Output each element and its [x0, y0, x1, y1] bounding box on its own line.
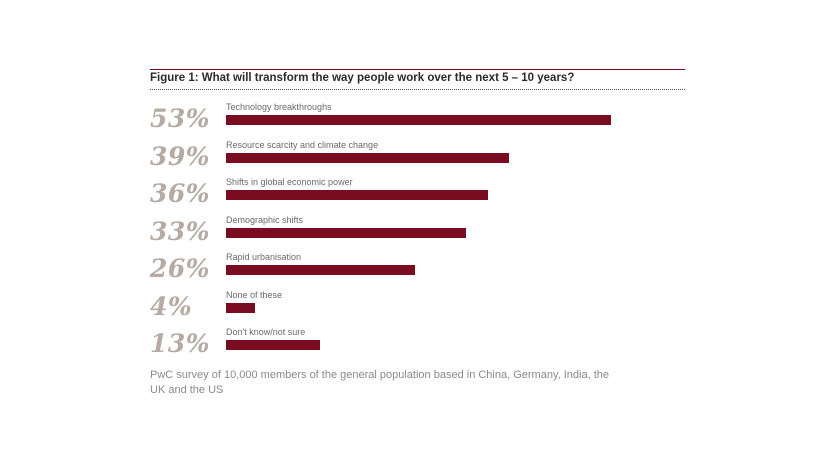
- bar-row: 39% Resource scarcity and climate change: [0, 139, 840, 178]
- bar: [226, 115, 611, 125]
- value-label: 39%: [150, 141, 211, 171]
- bar-row: 53% Technology breakthroughs: [0, 102, 840, 140]
- chart-title: Figure 1: What will transform the way pe…: [150, 72, 575, 84]
- bar: [226, 190, 488, 200]
- chart-footnote: PwC survey of 10,000 members of the gene…: [150, 369, 610, 396]
- bar: [226, 227, 466, 238]
- bar: [226, 302, 255, 313]
- category-label: Technology breakthroughs: [226, 102, 332, 112]
- value-label: 33%: [150, 216, 211, 246]
- value-label: 36%: [150, 179, 211, 208]
- value-label: 53%: [150, 104, 211, 133]
- bar: [226, 152, 509, 163]
- value-label: 4%: [150, 291, 193, 321]
- category-label: Demographic shifts: [226, 214, 304, 225]
- value-label: 26%: [150, 254, 211, 283]
- bar-row: 26% Rapid urbanisation: [0, 252, 840, 290]
- category-label: Resource scarcity and climate change: [226, 139, 379, 150]
- category-label: Don't know/not sure: [226, 327, 306, 337]
- bar-row: 13% Don't know/not sure: [0, 327, 840, 365]
- bar-row: 4% None of these: [0, 289, 840, 328]
- top-rule: [150, 69, 685, 70]
- title-divider: [150, 89, 685, 90]
- bar-row: 36% Shifts in global economic power: [0, 177, 840, 215]
- bar-row: 33% Demographic shifts: [0, 214, 840, 253]
- value-label: 13%: [150, 329, 211, 358]
- category-label: None of these: [226, 289, 283, 300]
- bar: [226, 265, 415, 275]
- bar: [226, 340, 320, 350]
- category-label: Rapid urbanisation: [226, 252, 302, 262]
- category-label: Shifts in global economic power: [226, 177, 353, 187]
